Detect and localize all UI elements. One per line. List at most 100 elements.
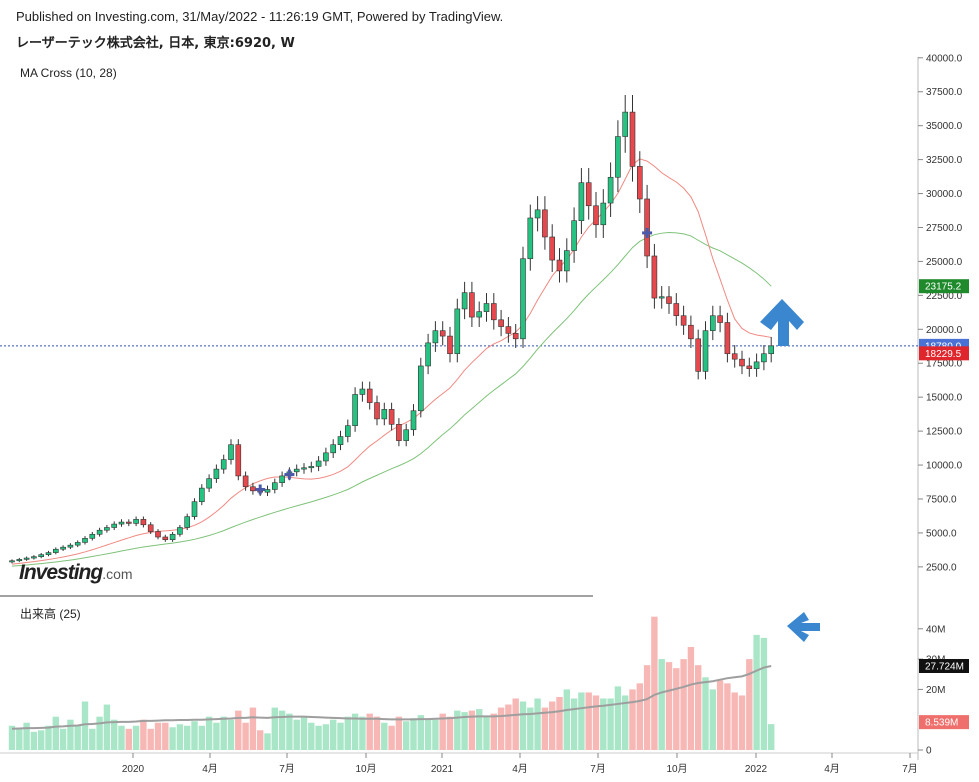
- candle: [366, 381, 373, 410]
- price-tick-label: 32500.0: [926, 155, 963, 166]
- published-note: Published on Investing.com, 31/May/2022 …: [16, 9, 504, 24]
- candle: [155, 529, 161, 540]
- candle: [622, 94, 629, 153]
- candle: [439, 321, 446, 346]
- volume-bar: [760, 637, 768, 750]
- candle-body: [673, 303, 680, 317]
- candle-body: [717, 315, 723, 323]
- candle: [38, 553, 45, 559]
- volume-bar: [67, 719, 74, 750]
- candle-body: [593, 205, 599, 226]
- candle-body: [498, 319, 504, 327]
- symbol-title: レーザーテック株式会社, 日本, 東京:6920, W: [16, 36, 295, 51]
- candle-body: [636, 166, 643, 200]
- candle-body: [352, 394, 358, 426]
- volume-bar: [89, 728, 96, 750]
- volume-bar: [198, 725, 205, 750]
- candle: [264, 485, 271, 497]
- candle: [111, 521, 117, 531]
- candle-body: [629, 111, 636, 167]
- candle: [425, 333, 431, 375]
- candle-body: [235, 444, 242, 477]
- candle: [271, 478, 278, 494]
- logo-suffix: .com: [102, 566, 133, 582]
- candle-body: [16, 559, 23, 562]
- price-tick-label: 12500.0: [926, 427, 963, 438]
- candle-body: [534, 209, 541, 219]
- volume-bar: [191, 721, 198, 750]
- candle: [542, 196, 548, 250]
- candle-body: [169, 533, 176, 541]
- candle-body: [38, 554, 45, 557]
- candle: [381, 402, 388, 426]
- candle: [505, 316, 512, 343]
- candle-body: [82, 538, 88, 543]
- candle-body: [184, 516, 190, 528]
- candle-body: [199, 487, 205, 503]
- candle-body: [228, 444, 234, 460]
- volume-bar: [534, 698, 541, 750]
- candle: [717, 305, 723, 333]
- volume-bar: [709, 689, 716, 750]
- volume-last-badge-text: 8.539M: [925, 718, 958, 729]
- candle-body: [746, 365, 753, 369]
- volume-bar: [59, 728, 67, 750]
- candle: [432, 321, 439, 352]
- time-tick-label: 10月: [355, 763, 376, 775]
- candle: [74, 540, 81, 548]
- candle: [213, 464, 220, 483]
- volume-bar: [614, 686, 622, 750]
- volume-bar: [527, 707, 534, 750]
- price-tick-label: 17500.0: [926, 359, 963, 370]
- volume-bar: [351, 713, 359, 750]
- candle-body: [666, 296, 672, 304]
- volume-bar: [716, 680, 724, 750]
- time-tick-label: 4月: [824, 763, 840, 775]
- volume-bar: [505, 704, 512, 750]
- candle-body: [680, 315, 687, 326]
- price-tick-label: 40000.0: [926, 53, 963, 64]
- candle: [498, 309, 504, 337]
- ma-slow-badge-text: 23175.2: [925, 282, 962, 293]
- logo-main: Investing: [19, 561, 103, 584]
- candle-body: [359, 388, 366, 395]
- candle-body: [191, 501, 198, 517]
- candle: [476, 301, 483, 328]
- volume-bar: [476, 709, 483, 750]
- volume-bar: [162, 722, 169, 750]
- volume-bar: [278, 710, 286, 750]
- volume-bar: [519, 701, 527, 750]
- candle: [235, 439, 242, 481]
- candle: [118, 519, 125, 527]
- candle: [396, 418, 402, 447]
- price-tick-label: 27500.0: [926, 223, 963, 234]
- volume-bar: [549, 701, 556, 750]
- candle: [731, 345, 738, 368]
- candle-body: [206, 478, 212, 489]
- candle-body: [271, 482, 278, 490]
- candle: [469, 281, 475, 328]
- volume-bar: [388, 725, 395, 750]
- candle: [147, 522, 154, 534]
- volume-bar: [45, 725, 52, 750]
- candle-body: [118, 521, 125, 525]
- price-tick-label: 7500.0: [926, 494, 957, 505]
- volume-bar: [249, 707, 257, 750]
- volume-bar: [695, 665, 702, 750]
- volume-bar: [74, 725, 81, 750]
- volume-last-badge: 8.539M: [919, 715, 969, 730]
- candle: [82, 536, 88, 545]
- candle-body: [344, 425, 351, 437]
- volume-bar: [373, 716, 381, 750]
- volume-bar: [344, 716, 351, 750]
- candle: [388, 402, 395, 431]
- candle: [9, 559, 15, 564]
- volume-bar: [169, 727, 176, 750]
- candle-body: [739, 358, 745, 367]
- candle-body: [403, 429, 410, 441]
- candle-body: [476, 311, 483, 318]
- ma-fast-badge: 18229.5: [919, 346, 969, 361]
- candle: [454, 298, 461, 363]
- candle-body: [709, 315, 716, 331]
